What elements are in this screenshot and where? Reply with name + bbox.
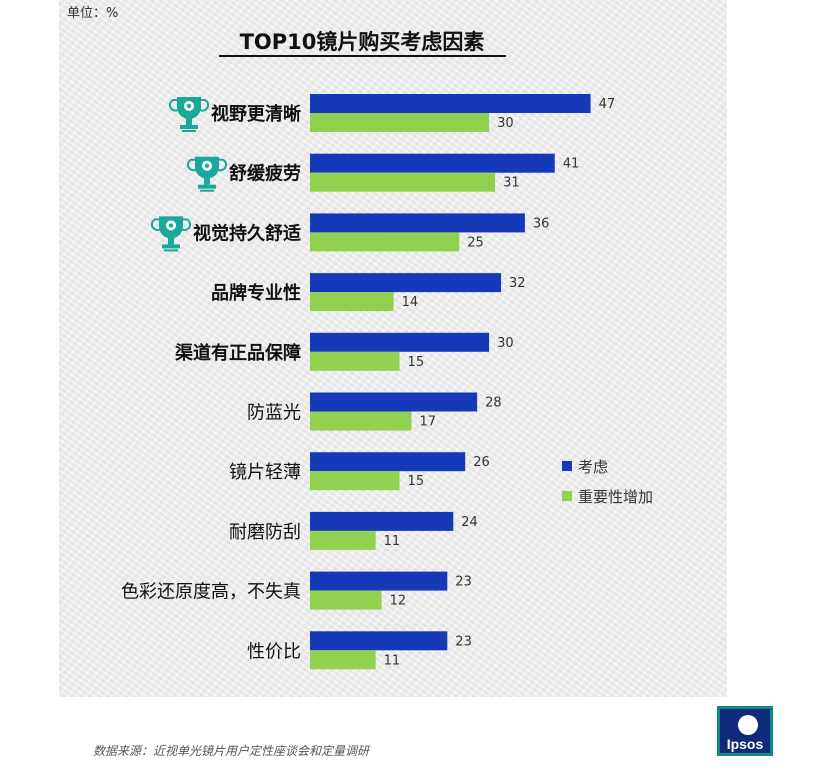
data-label: 11: [384, 534, 401, 549]
data-label: 15: [408, 355, 425, 370]
bar-consider-1: [310, 153, 555, 173]
bar-consider-2: [310, 213, 525, 233]
trophy-icon: [186, 156, 228, 192]
bar-increase-8: [310, 590, 382, 610]
bar-increase-0: [310, 113, 490, 132]
data-label: 41: [563, 157, 580, 172]
data-label: 30: [497, 336, 514, 351]
legend-swatch: [562, 491, 572, 501]
category-label: 视野更清晰: [211, 103, 301, 125]
trophy-icon: [150, 216, 192, 252]
category-label: 舒缓疲劳: [229, 163, 301, 185]
data-label: 25: [467, 235, 484, 250]
bar-increase-3: [310, 292, 394, 312]
bar-increase-7: [310, 530, 376, 550]
bars-group: 47 30 视野更清晰 41 31 舒缓疲劳 36 25 视觉持久舒适 32 14 品牌专业性 30 15…: [121, 94, 616, 670]
data-label: 28: [485, 396, 502, 411]
bar-consider-3: [310, 273, 502, 293]
category-label: 品牌专业性: [211, 282, 301, 304]
category-label: 性价比: [247, 641, 301, 662]
bar-increase-5: [310, 411, 412, 431]
data-label: 47: [599, 97, 616, 112]
category-label: 镜片轻薄: [229, 462, 301, 483]
category-label: 视觉持久舒适: [193, 222, 301, 244]
bar-consider-8: [310, 571, 448, 591]
bar-consider-5: [310, 392, 478, 412]
data-label: 30: [497, 116, 514, 131]
bar-consider-0: [310, 94, 591, 113]
data-label: 23: [455, 634, 472, 649]
category-label: 色彩还原度高，不失真: [121, 582, 301, 603]
bar-increase-2: [310, 232, 460, 252]
bar-increase-1: [310, 172, 496, 192]
category-label: 防蓝光: [247, 403, 301, 424]
legend-swatch: [562, 461, 572, 471]
category-label: 渠道有正品保障: [175, 342, 301, 364]
bar-increase-4: [310, 351, 400, 371]
bar-increase-9: [310, 650, 376, 670]
bar-consider-9: [310, 631, 448, 651]
bar-increase-6: [310, 471, 400, 491]
data-label: 26: [473, 455, 490, 470]
legend-label: 重要性增加: [578, 488, 653, 506]
bar-consider-6: [310, 452, 466, 472]
data-label: 32: [509, 276, 526, 291]
data-label: 36: [533, 216, 550, 231]
data-label: 12: [390, 594, 407, 609]
chart-title: TOP10镜片购买考虑因素: [240, 30, 485, 54]
data-label: 11: [384, 653, 401, 668]
data-label: 17: [419, 415, 436, 430]
data-label: 14: [402, 295, 419, 310]
data-label: 24: [461, 515, 478, 530]
unit-label: 单位：%: [67, 6, 119, 21]
data-label: 31: [503, 176, 520, 191]
legend-label: 考虑: [578, 458, 608, 476]
source-note: 数据来源：近视单光镜片用户定性座谈会和定量调研: [93, 744, 370, 758]
data-label: 23: [455, 575, 472, 590]
bar-consider-7: [310, 511, 454, 531]
bar-consider-4: [310, 332, 490, 352]
ipsos-logo: Ipsos: [717, 706, 773, 756]
data-label: 15: [408, 474, 425, 489]
category-label: 耐磨防刮: [229, 522, 301, 543]
trophy-icon: [168, 97, 210, 132]
svg-text:Ipsos: Ipsos: [727, 736, 764, 752]
